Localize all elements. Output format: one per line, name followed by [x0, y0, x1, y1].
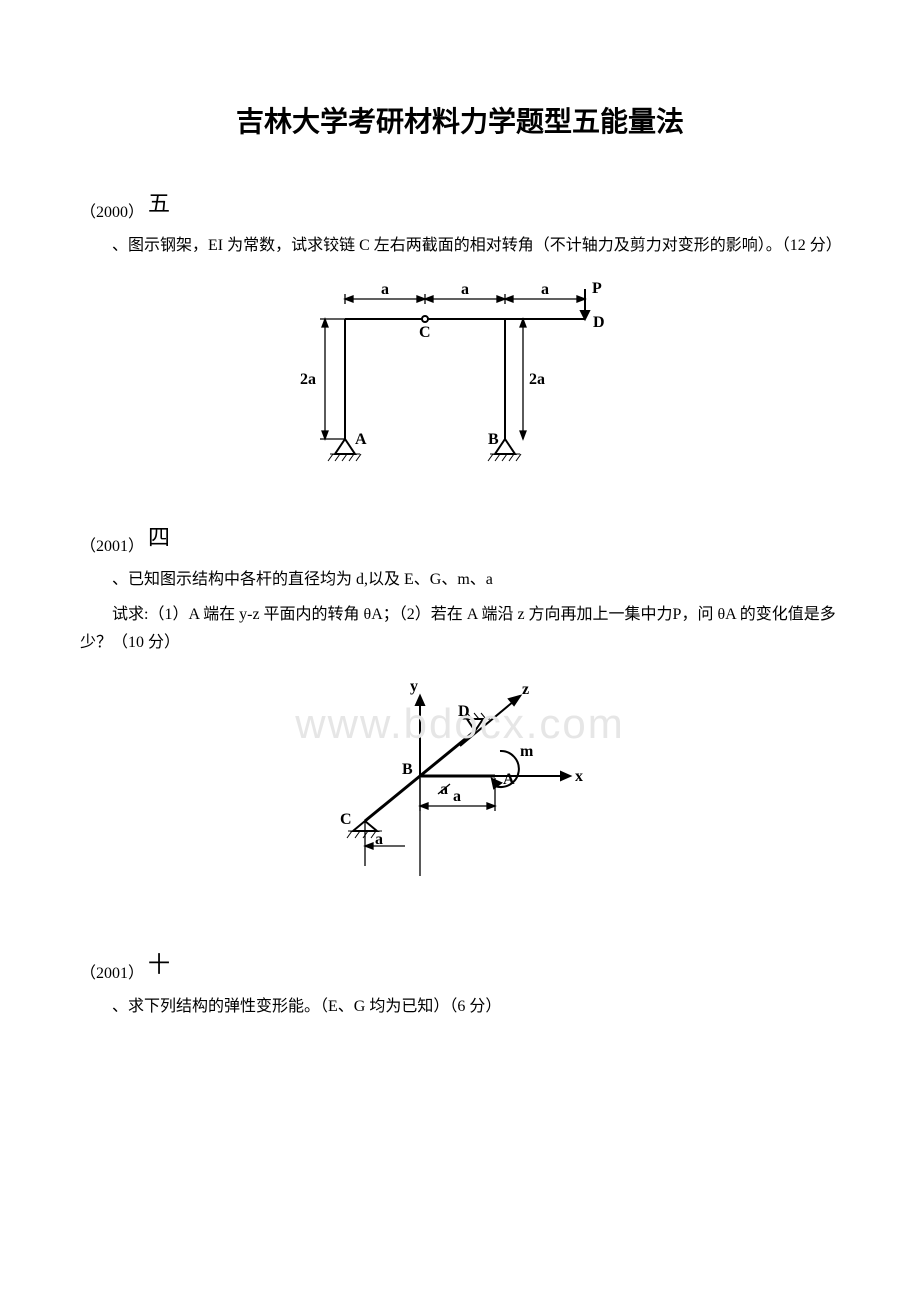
q2-label-b: B	[402, 761, 413, 778]
q1-label-c: C	[419, 324, 431, 341]
q1-text: 、图示钢架，EI 为常数，试求铰链 C 左右两截面的相对转角（不计轴力及剪力对变…	[80, 232, 840, 259]
q1-label-2a-r: 2a	[529, 371, 545, 388]
q2-label-d: D	[458, 703, 470, 720]
q2-number: 四	[148, 520, 170, 552]
question-3: （2001） 十 、求下列结构的弹性变形能。（E、G 均为已知）（6 分）	[80, 951, 840, 1020]
page-title: 吉林大学考研材料力学题型五能量法	[80, 100, 840, 140]
q2-label-c: C	[340, 811, 352, 828]
q1-figure: a a a P C D 2a 2a A B	[80, 269, 840, 474]
q3-number: 十	[148, 947, 170, 979]
q2-label-m: m	[520, 743, 534, 760]
q3-year: （2001）	[80, 959, 144, 983]
q1-year: （2000）	[80, 198, 144, 222]
q1-number: 五	[148, 186, 170, 218]
q1-label-a3: a	[541, 281, 549, 298]
q1-label-p: P	[592, 280, 602, 297]
question-2: （2001） 四 、已知图示结构中各杆的直径均为 d,以及 E、G、m、a 试求…	[80, 524, 840, 901]
q2-label-x: x	[575, 768, 583, 785]
q2-label-y: y	[410, 678, 418, 695]
q2-label-a1: a	[453, 788, 461, 805]
q2-text2: 试求:（1）A 端在 y-z 平面内的转角 θA；（2）若在 A 端沿 z 方向…	[80, 601, 840, 655]
q1-label-a1: a	[381, 281, 389, 298]
q2-label-a-pt: A	[503, 771, 515, 788]
q2-label-a3: a	[375, 831, 383, 848]
q1-label-a-sup: A	[355, 431, 367, 448]
q2-year: （2001）	[80, 532, 144, 556]
q2-label-a2: a	[440, 781, 448, 798]
q1-label-2a-l: 2a	[300, 371, 316, 388]
q1-label-b-sup: B	[488, 431, 499, 448]
q1-label-a2: a	[461, 281, 469, 298]
q1-label-d: D	[593, 314, 605, 331]
q2-figure: x y z m B A D C a a a	[80, 666, 840, 901]
question-1: （2000） 五 、图示钢架，EI 为常数，试求铰链 C 左右两截面的相对转角（…	[80, 190, 840, 474]
q2-label-z: z	[522, 681, 529, 698]
q3-text: 、求下列结构的弹性变形能。（E、G 均为已知）（6 分）	[80, 993, 840, 1020]
q2-text1: 、已知图示结构中各杆的直径均为 d,以及 E、G、m、a	[80, 566, 840, 593]
